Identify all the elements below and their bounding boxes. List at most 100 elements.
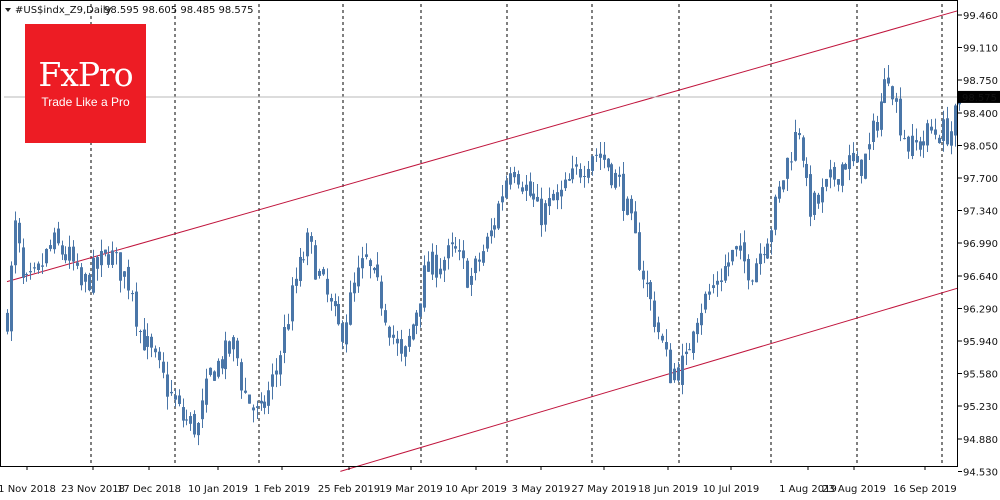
- candle-body: [29, 271, 32, 273]
- candle-body: [419, 303, 422, 317]
- candle-body: [751, 280, 754, 282]
- candle-body: [560, 189, 563, 197]
- candle-body: [876, 122, 879, 131]
- candle-body: [677, 367, 680, 381]
- candle-body: [96, 257, 99, 269]
- candle-body: [127, 266, 130, 291]
- candle-body: [521, 187, 524, 192]
- y-tick-label: 98.400: [963, 109, 998, 120]
- candle-body: [185, 419, 188, 421]
- candle-body: [100, 251, 103, 266]
- candle-body: [809, 174, 812, 217]
- candle-body: [540, 198, 543, 226]
- candle-body: [907, 136, 910, 152]
- candle-body: [868, 144, 871, 150]
- current-price-tag-bg: [958, 90, 1000, 103]
- candle-body: [587, 168, 590, 178]
- candle-body: [209, 367, 212, 375]
- y-tick-label: 94.880: [963, 435, 998, 446]
- candle-body: [18, 222, 21, 244]
- x-tick-label: 23 Nov 2018: [61, 484, 125, 495]
- candle-body: [517, 174, 520, 185]
- candle-body: [603, 154, 606, 160]
- candle-body: [505, 180, 508, 198]
- y-tick-label: 96.290: [963, 304, 998, 315]
- candle-body: [887, 77, 890, 84]
- candle-body: [696, 322, 699, 335]
- candle-body: [579, 169, 582, 178]
- candle-body: [80, 267, 83, 286]
- candle-body: [92, 257, 95, 293]
- candle-body: [189, 416, 192, 424]
- candle-body: [755, 263, 758, 283]
- candle-body: [334, 301, 337, 307]
- candle-body: [330, 297, 333, 302]
- candle-body: [143, 329, 146, 351]
- candle-body: [685, 351, 688, 355]
- candle-body: [798, 133, 801, 136]
- candle-body: [107, 254, 110, 265]
- candle-body: [182, 407, 185, 421]
- candle-body: [451, 242, 454, 245]
- candle-body: [423, 265, 426, 308]
- candle-body: [630, 198, 633, 214]
- candle-body: [427, 261, 430, 272]
- candle-body: [244, 390, 247, 393]
- channel-lower-line: [340, 287, 959, 472]
- candle-body: [564, 179, 567, 189]
- candle-body: [68, 246, 71, 261]
- candle-body: [735, 246, 738, 250]
- candle-body: [64, 254, 67, 261]
- candle-body: [299, 256, 302, 281]
- candle-body: [412, 324, 415, 340]
- frame-layer: [0, 0, 958, 467]
- candle-body: [536, 196, 539, 202]
- candle-body: [525, 184, 528, 191]
- candle-body: [337, 303, 340, 325]
- candles-layer: [6, 64, 961, 446]
- candle-body: [135, 291, 138, 327]
- candle-body: [193, 413, 196, 435]
- channel-upper-line: [6, 10, 959, 283]
- y-tick-label: 99.460: [963, 11, 998, 22]
- candle-body: [864, 153, 867, 179]
- candle-body: [490, 230, 493, 237]
- candle-body: [852, 152, 855, 162]
- dropdown-triangle-icon[interactable]: [5, 8, 11, 12]
- candle-body: [41, 265, 44, 267]
- x-tick-label: 23 Aug 2019: [822, 484, 886, 495]
- candle-body: [380, 281, 383, 309]
- candle-body: [263, 401, 266, 408]
- candle-body: [591, 156, 594, 171]
- y-tick-label: 97.700: [963, 174, 998, 185]
- candle-body: [376, 264, 379, 278]
- candle-body: [201, 400, 204, 420]
- candle-body: [178, 395, 181, 404]
- candle-body: [384, 310, 387, 323]
- candle-body: [529, 181, 532, 196]
- candle-body: [544, 203, 547, 225]
- candle-body: [790, 161, 793, 163]
- candle-body: [302, 259, 305, 261]
- y-tick-label: 98.050: [963, 141, 998, 152]
- logo-tagline: Trade Like a Pro: [41, 95, 130, 109]
- candle-body: [365, 254, 368, 257]
- candle-body: [287, 324, 290, 330]
- candle-body: [841, 164, 844, 186]
- y-axis: 99.460 99.110 98.750 98.400 98.050 97.700 97.3…: [958, 11, 998, 478]
- candle-body: [267, 390, 270, 406]
- candle-body: [388, 326, 391, 338]
- candle-body: [213, 371, 216, 381]
- candle-body: [720, 280, 723, 283]
- candle-body: [14, 220, 17, 266]
- candle-body: [794, 131, 797, 161]
- candle-body: [217, 360, 220, 377]
- candle-body: [310, 236, 313, 242]
- candle-body: [478, 259, 481, 262]
- candle-body: [373, 267, 376, 271]
- candle-body: [306, 232, 309, 257]
- candle-body: [942, 119, 945, 141]
- candle-body: [462, 250, 465, 259]
